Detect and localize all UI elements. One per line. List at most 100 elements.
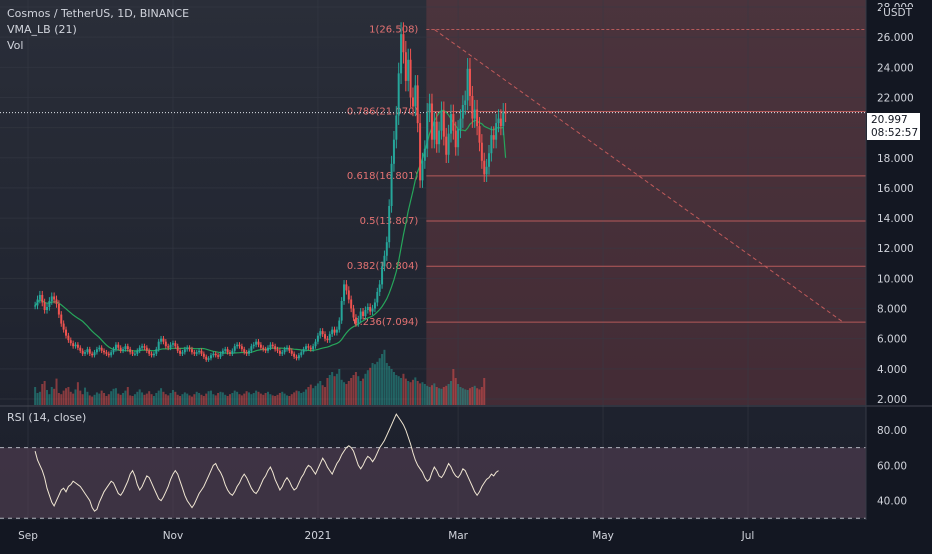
volume-bar — [181, 394, 184, 405]
candle-body — [43, 302, 46, 311]
candle-body — [499, 118, 502, 127]
candle-body — [145, 347, 148, 351]
candle-body — [250, 346, 253, 351]
volume-bar — [305, 389, 308, 405]
candle-body — [457, 129, 460, 148]
volume-bar — [143, 394, 146, 405]
volume-bar — [466, 390, 469, 405]
candle-body — [72, 343, 75, 347]
candle-body — [438, 130, 441, 145]
candle-body — [36, 299, 39, 306]
candle-body — [200, 350, 203, 354]
candle-body — [352, 308, 355, 318]
candles — [34, 22, 507, 362]
volume-bar — [278, 393, 281, 405]
volume-bar — [41, 384, 44, 405]
grid-lines — [0, 0, 866, 520]
volume-bar — [331, 372, 334, 405]
indicator-vma-label[interactable]: VMA_LB (21) — [7, 23, 77, 36]
volume-bar — [314, 385, 317, 405]
candle-body — [480, 142, 483, 161]
volume-bar — [176, 394, 179, 405]
symbol-title[interactable]: Cosmos / TetherUS, 1D, BINANCE — [7, 7, 190, 20]
volume-bar — [88, 395, 91, 405]
volume-bar — [255, 390, 258, 405]
volume-bar — [390, 369, 393, 405]
volume-bar — [347, 381, 350, 405]
volume-bar — [221, 392, 224, 405]
volume-bar — [186, 393, 189, 405]
price-tick-label: 14.000 — [877, 213, 914, 225]
candle-body — [152, 353, 155, 356]
volume-bar — [162, 391, 165, 405]
volume-bar — [428, 387, 431, 405]
candle-body — [376, 291, 379, 303]
volume-bar — [309, 384, 312, 405]
volume-bar — [34, 387, 37, 405]
candle-body — [452, 114, 455, 131]
volume-bar — [319, 381, 322, 405]
candle-body — [100, 347, 103, 351]
candle-body — [247, 350, 250, 354]
candle-body — [48, 300, 51, 308]
volume-bar — [79, 390, 82, 405]
volume-bar — [457, 384, 460, 405]
candle-body — [305, 346, 308, 350]
volume-bar — [38, 391, 41, 405]
candle-body — [186, 347, 189, 350]
candle-body — [150, 353, 153, 356]
volume-bar — [461, 388, 464, 405]
volume-bar — [224, 394, 227, 405]
candle-body — [485, 166, 488, 175]
candle-body — [295, 356, 298, 359]
candle-body — [112, 349, 115, 353]
plot-background — [0, 0, 866, 520]
volume-bar — [478, 389, 481, 405]
candle-body — [41, 294, 44, 303]
volume-bar — [43, 381, 46, 405]
candle-body — [502, 112, 505, 127]
volume-bar — [84, 387, 87, 405]
rsi-title[interactable]: RSI (14, close) — [7, 411, 87, 424]
volume-bar — [338, 369, 341, 405]
price-tick-label: 24.000 — [877, 62, 914, 74]
volume-bar — [157, 390, 160, 405]
candle-body — [198, 350, 201, 353]
candle-body — [383, 255, 386, 267]
volume-bar — [376, 361, 379, 405]
candle-body — [335, 329, 338, 333]
candle-body — [421, 160, 424, 181]
candle-body — [442, 111, 445, 137]
candle-body — [307, 346, 310, 348]
volume-bar — [238, 394, 241, 405]
candle-body — [466, 68, 469, 101]
rsi-tick-label: 40.00 — [877, 496, 907, 508]
volume-bar — [328, 375, 331, 405]
volume-bar — [48, 394, 51, 405]
volume-bar — [362, 378, 365, 405]
candle-body — [319, 331, 322, 336]
last-price-label[interactable]: 20.997 08:52:57 — [867, 113, 920, 140]
volume-bar — [271, 395, 274, 405]
candle-body — [347, 290, 350, 300]
candle-body — [157, 341, 160, 350]
candle-body — [114, 344, 117, 350]
volume-bar — [340, 379, 343, 405]
volume-bar — [233, 390, 236, 405]
candle-body — [345, 284, 348, 291]
candle-body — [449, 114, 452, 134]
candle-body — [164, 341, 167, 347]
volume-bar — [357, 376, 360, 405]
candle-body — [385, 242, 388, 256]
indicator-volume-label[interactable]: Vol — [7, 39, 24, 52]
volume-bar — [414, 377, 417, 405]
axes: 2.000 4.000 6.000 8.000 10.000 12.000 14.000 16… — [18, 2, 914, 542]
volume-bar — [100, 390, 103, 405]
volume-bar — [190, 396, 193, 405]
volume-bar — [430, 385, 433, 405]
volume-bar — [459, 387, 462, 405]
candle-body — [155, 349, 158, 354]
bar-countdown: 08:52:57 — [871, 127, 919, 139]
